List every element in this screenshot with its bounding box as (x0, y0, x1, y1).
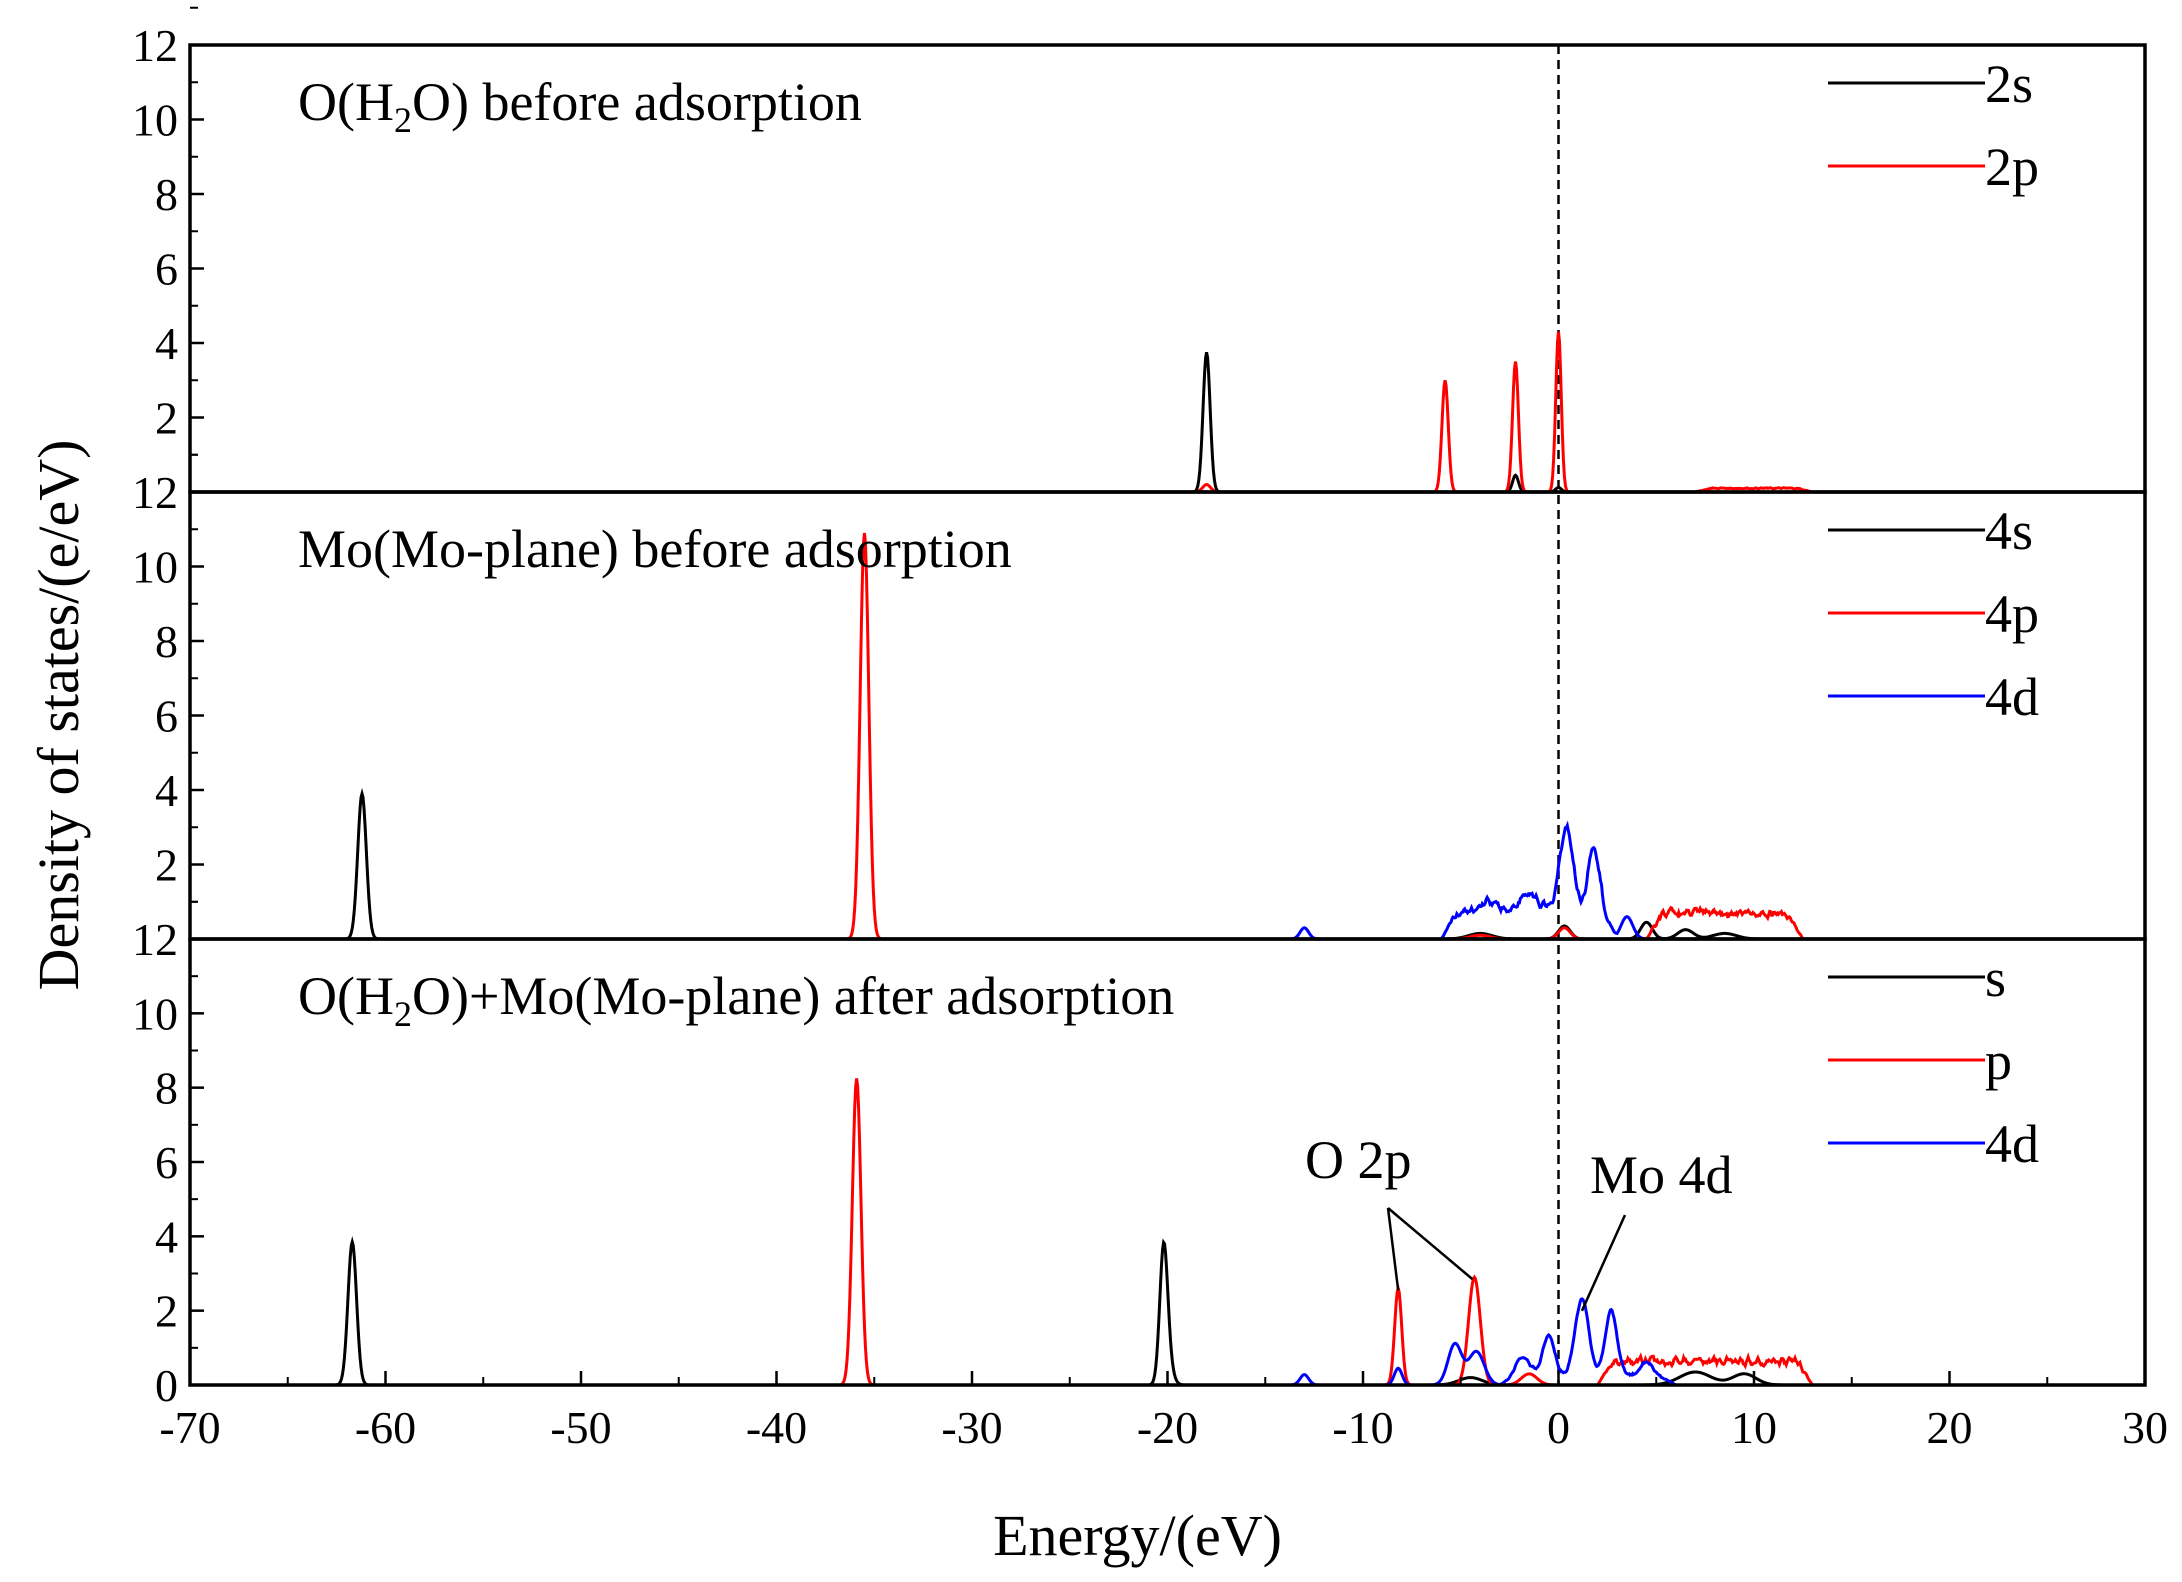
y-tick-label: 4 (155, 765, 178, 816)
legend-label-4s: 4s (1985, 501, 2033, 561)
y-tick-label: 8 (155, 1063, 178, 1114)
y-tick-label: 0 (155, 1360, 178, 1411)
x-tick-label: 20 (1927, 1402, 1973, 1453)
y-tick-label: 4 (155, 318, 178, 369)
legend-label-p: p (1985, 1031, 2012, 1091)
x-tick-label: 0 (1547, 1402, 1570, 1453)
y-axis-title: Density of states/(e/eV) (26, 440, 91, 991)
y-tick-label: 10 (132, 542, 178, 593)
x-axis-title: Energy/(eV) (993, 1503, 1282, 1568)
series-line-2p (1167, 331, 1930, 494)
annotation-arrow (1387, 1207, 1474, 1281)
legend-label-2s: 2s (1985, 54, 2033, 114)
panel-3: 0 2 4 6 8 10 12 O(H2O)+Mo(Mo-plane) after adsor… (132, 900, 2147, 1411)
y-tick-label: 12 (132, 467, 178, 518)
panel-title: O(H2O) before adsorption (298, 72, 862, 140)
x-tick-label: -60 (355, 1402, 416, 1453)
x-tick-label: 30 (2122, 1402, 2168, 1453)
y-tick-label: 8 (155, 616, 178, 667)
annotation-arrow (1580, 1214, 1627, 1312)
series-line-4d (317, 820, 1833, 941)
series-line-4s (317, 787, 1872, 941)
annotation-o2p: O 2p (1305, 1130, 1412, 1190)
legend-label-4p: 4p (1985, 584, 2039, 644)
y-tick-label: 6 (155, 244, 178, 295)
series-line-4d (307, 1297, 1833, 1387)
y-tick-label: 12 (132, 20, 178, 71)
annotation-mo4d: Mo 4d (1590, 1145, 1733, 1205)
y-tick-label: 6 (155, 1137, 178, 1188)
y-tick-label: 10 (132, 95, 178, 146)
panel-1: 2 4 6 8 10 12 O(H2O) before adsorption 2s 2p (132, 6, 2147, 494)
y-tick-label: 4 (155, 1211, 178, 1262)
panel-title: O(H2O)+Mo(Mo-plane) after adsorption (298, 966, 1174, 1034)
x-tick-label: -70 (159, 1402, 220, 1453)
x-tick-label: -50 (550, 1402, 611, 1453)
y-tick-label: 2 (155, 1286, 178, 1337)
y-tick-label: 6 (155, 691, 178, 742)
panel-title: Mo(Mo-plane) before adsorption (298, 519, 1012, 579)
legend-label-4d: 4d (1985, 1114, 2039, 1174)
y-tick-label: 10 (132, 988, 178, 1039)
x-tick-label: -40 (746, 1402, 807, 1453)
annotation-arrow (1386, 1207, 1400, 1291)
y-tick-label: 2 (155, 840, 178, 891)
legend-label-2p: 2p (1985, 137, 2039, 197)
x-tick-label: -30 (941, 1402, 1002, 1453)
y-tick-label: 8 (155, 169, 178, 220)
series-line-4p (317, 532, 1833, 941)
legend-label-4d: 4d (1985, 667, 2039, 727)
panel-2: 2 4 6 8 10 12 Mo(Mo-plane) before adsorption 4s… (132, 453, 2147, 941)
legend-label-s: s (1985, 948, 2006, 1008)
y-tick-label: 12 (132, 914, 178, 965)
y-tick-label: 2 (155, 393, 178, 444)
x-tick-label: -20 (1137, 1402, 1198, 1453)
x-tick-label: -10 (1332, 1402, 1393, 1453)
x-tick-label: 10 (1731, 1402, 1777, 1453)
series-line-2s (1167, 352, 1930, 494)
